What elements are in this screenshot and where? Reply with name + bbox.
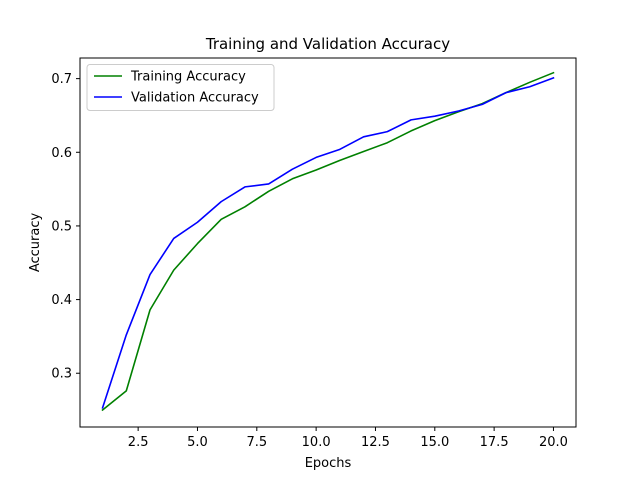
- y-tick-label: 0.4: [51, 293, 72, 308]
- legend: Training Accuracy Validation Accuracy: [86, 64, 275, 111]
- legend-label: Validation Accuracy: [131, 91, 259, 106]
- legend-box: [86, 64, 275, 111]
- x-tick-label: 15.0: [420, 435, 449, 450]
- y-tick-label: 0.7: [51, 72, 72, 87]
- x-tick-label: 5.0: [187, 435, 208, 450]
- y-axis-title: Accuracy: [28, 213, 43, 273]
- y-axis-ticks: 0.3 0.4 0.5 0.6 0.7: [51, 72, 80, 382]
- x-axis-title: Epochs: [305, 456, 352, 471]
- x-tick-label: 2.5: [128, 435, 149, 450]
- x-tick-label: 12.5: [361, 435, 390, 450]
- chart-title: Training and Validation Accuracy: [205, 35, 450, 53]
- x-tick-label: 17.5: [480, 435, 509, 450]
- y-tick-label: 0.5: [51, 219, 72, 234]
- legend-items: Training Accuracy Validation Accuracy: [94, 70, 259, 106]
- series-line-1: [101, 76, 555, 409]
- y-tick-label: 0.3: [51, 367, 72, 382]
- x-tick-label: 20.0: [539, 435, 568, 450]
- legend-label: Training Accuracy: [130, 70, 246, 85]
- series-layer: [101, 71, 555, 412]
- y-tick-label: 0.6: [51, 146, 72, 161]
- x-axis-ticks: 2.5 5.0 7.5 10.0 12.5 15.0 17.5 20.0: [128, 427, 568, 450]
- plot-area-frame: [79, 57, 577, 428]
- x-tick-label: 7.5: [246, 435, 267, 450]
- x-tick-label: 10.0: [302, 435, 331, 450]
